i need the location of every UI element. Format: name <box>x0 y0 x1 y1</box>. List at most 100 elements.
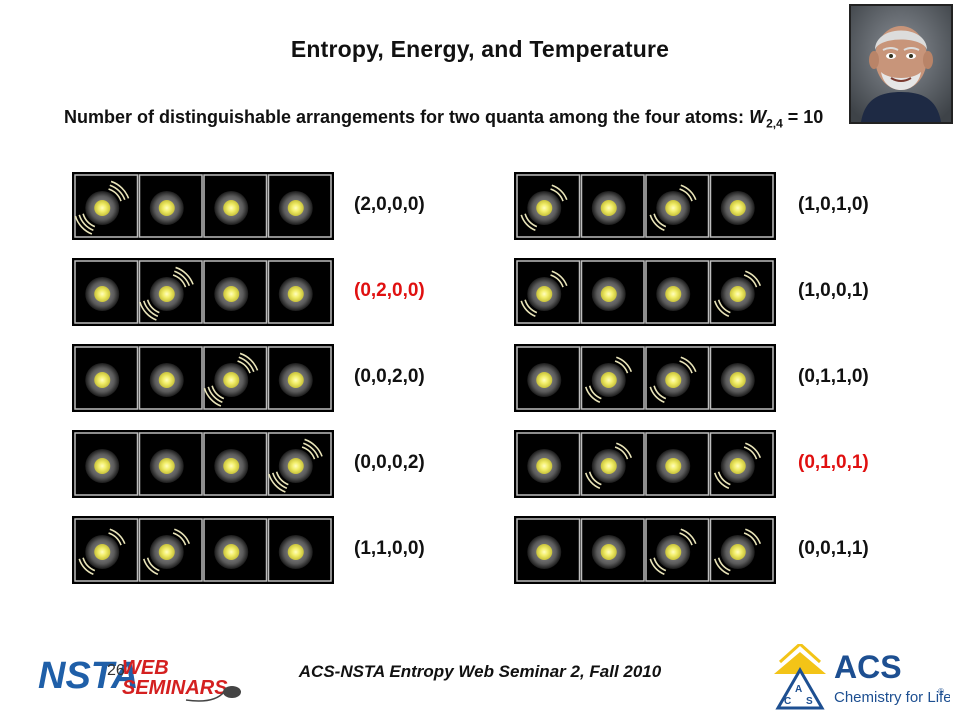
quantum-wave-icon <box>649 386 665 404</box>
w-value: = 10 <box>782 107 824 127</box>
atom-core <box>600 544 617 560</box>
quantum-wave-icon <box>713 300 730 318</box>
atom-core <box>665 544 682 560</box>
quantum-wave-icon <box>616 356 633 373</box>
quantum-wave-icon <box>743 446 758 460</box>
atom-core <box>600 458 617 474</box>
atom-core <box>94 286 111 302</box>
quantum-wave-icon <box>146 557 160 572</box>
arrangement-row <box>514 430 776 498</box>
svg-text:C: C <box>784 696 791 707</box>
quantum-wave-icon <box>301 446 316 460</box>
arrangement-label: (0,1,0,1) <box>798 452 869 473</box>
quantum-wave-icon <box>238 356 255 373</box>
arrangement-row <box>72 172 334 240</box>
quantum-wave-icon <box>550 188 564 202</box>
atom-core <box>600 372 617 388</box>
arrangement-label: (2,0,0,0) <box>354 194 425 215</box>
quantum-wave-icon <box>717 299 731 314</box>
quantum-wave-icon <box>172 274 187 288</box>
arrangement-label: (0,0,0,2) <box>354 452 425 473</box>
quantum-wave-icon <box>108 188 122 202</box>
atom-core <box>223 458 240 474</box>
quantum-wave-icon <box>745 442 762 459</box>
atom-core <box>729 458 746 474</box>
arrangement-label: (0,2,0,0) <box>354 280 425 301</box>
quantum-wave-icon <box>679 188 693 202</box>
atom-core <box>223 286 240 302</box>
quantum-wave-icon <box>142 300 159 318</box>
atom-core <box>600 286 617 302</box>
arrangement-row <box>72 430 334 498</box>
atom-core <box>94 458 111 474</box>
quantum-wave-icon <box>614 446 629 460</box>
quantum-wave-icon <box>653 213 667 228</box>
arrangement-row <box>72 258 334 326</box>
atom-core <box>94 372 111 388</box>
quantum-wave-icon <box>139 301 157 321</box>
atom-core <box>287 286 304 302</box>
quantum-wave-icon <box>82 557 96 572</box>
quantum-wave-icon <box>110 180 130 199</box>
atom-core <box>158 458 175 474</box>
quantum-wave-icon <box>174 270 191 287</box>
svg-text:S: S <box>806 696 813 707</box>
quantum-wave-icon <box>680 184 697 201</box>
arrangement-label: (0,1,1,0) <box>798 366 869 387</box>
quantum-wave-icon <box>211 385 225 400</box>
acs-logo: A C S ACS Chemistry for Life ® <box>774 644 950 710</box>
quantum-wave-icon <box>146 299 160 314</box>
quantum-wave-icon <box>653 385 667 400</box>
atom-core <box>665 286 682 302</box>
arrangement-row <box>72 344 334 412</box>
atom-core <box>665 200 682 216</box>
quantum-wave-icon <box>174 528 191 545</box>
quantum-wave-icon <box>680 356 697 373</box>
quantum-wave-icon <box>520 300 536 318</box>
atom-core <box>158 200 175 216</box>
atom-core <box>729 544 746 560</box>
quantum-wave-icon <box>78 214 94 232</box>
description-text: Number of distinguishable arrangements f… <box>64 107 750 127</box>
quantum-wave-icon <box>745 270 762 287</box>
atom-core <box>729 286 746 302</box>
quantum-wave-icon <box>550 274 564 288</box>
quantum-wave-icon <box>304 438 323 457</box>
w-subscript: 2,4 <box>766 116 783 131</box>
arrangement-row <box>514 172 776 240</box>
atom-core <box>287 544 304 560</box>
quantum-wave-icon <box>520 214 536 232</box>
svg-text:A: A <box>795 684 802 695</box>
quantum-wave-icon <box>743 532 758 546</box>
quantum-wave-icon <box>584 386 601 404</box>
atom-core <box>223 200 240 216</box>
atom-core <box>158 544 175 560</box>
footer-text: ACS-NSTA Entropy Web Seminar 2, Fall 201… <box>298 662 662 681</box>
quantum-wave-icon <box>717 471 731 486</box>
nsta-web-seminars-logo: NSTA WEB SEMINARS <box>38 655 241 702</box>
atom-core <box>223 544 240 560</box>
arrangement-label: (1,0,0,1) <box>798 280 869 301</box>
quantum-wave-icon <box>303 442 320 459</box>
quantum-wave-icon <box>82 213 96 228</box>
quantum-wave-icon <box>524 299 538 314</box>
w-symbol: W <box>749 107 767 127</box>
seminars-logo-text: SEMINARS <box>122 677 228 699</box>
atom-core <box>223 372 240 388</box>
acs-tagline: Chemistry for Life <box>834 689 950 706</box>
quantum-wave-icon <box>109 528 126 545</box>
atom-core <box>665 458 682 474</box>
quantum-wave-icon <box>207 386 223 404</box>
arrangement-row <box>514 258 776 326</box>
quantum-wave-icon <box>551 270 568 287</box>
quantum-wave-icon <box>614 360 629 374</box>
atom-core <box>536 544 553 560</box>
atom-core <box>536 200 553 216</box>
atom-core <box>94 544 111 560</box>
quantum-wave-icon <box>584 472 601 490</box>
arrangement-label: (0,0,2,0) <box>354 366 425 387</box>
quantum-wave-icon <box>271 472 288 490</box>
quantum-wave-icon <box>649 558 665 576</box>
atom-core <box>536 458 553 474</box>
atom-core <box>729 200 746 216</box>
